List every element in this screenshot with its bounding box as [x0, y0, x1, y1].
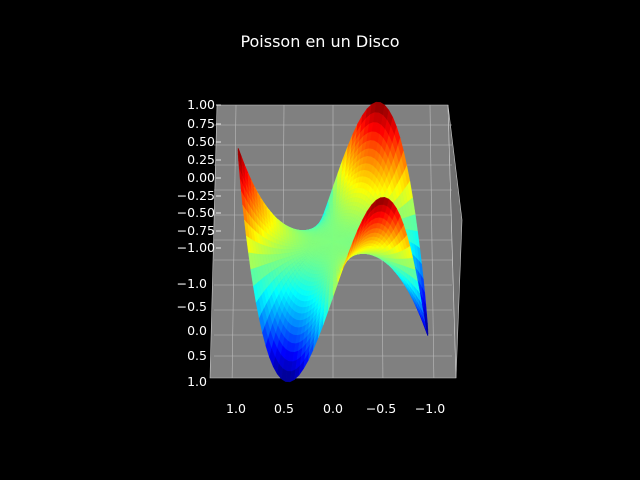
- y-tick-label: 1.0: [187, 374, 207, 389]
- x-tick-label: −1.0: [415, 401, 445, 416]
- y-tick-label: −1.0: [177, 276, 207, 291]
- x-tick-label: 1.0: [226, 401, 246, 416]
- y-tick-label: 0.0: [187, 323, 207, 338]
- z-tick-label: −0.25: [177, 188, 215, 203]
- y-tick-label: −0.5: [177, 299, 207, 314]
- side-pane: [447, 104, 463, 379]
- x-tick-label: −0.5: [366, 401, 396, 416]
- surface-facet: [327, 295, 334, 312]
- x-tick-label: 0.5: [274, 401, 294, 416]
- z-tick-label: 0.25: [187, 152, 215, 167]
- z-tick-label: 0.75: [187, 116, 215, 131]
- z-tick-label: −0.50: [177, 205, 215, 220]
- grid-line-x: [231, 104, 237, 379]
- z-tick-label: 1.00: [187, 97, 215, 112]
- x-tick-label: 0.0: [323, 401, 343, 416]
- z-tick-label: −0.75: [177, 223, 215, 238]
- y-tick-label: 0.5: [187, 348, 207, 363]
- z-tick-label: −1.00: [177, 240, 215, 255]
- axes: 1.000.750.500.250.00−0.25−0.50−0.75−1.00…: [177, 97, 446, 416]
- surface-facet: [332, 245, 334, 248]
- surface-facet: [332, 247, 334, 250]
- surface-mesh: [237, 101, 429, 383]
- chart-title: Poisson en un Disco: [240, 32, 400, 51]
- grid-line-x: [429, 104, 435, 379]
- z-tick-label: 0.00: [187, 170, 215, 185]
- z-tick-label: 0.50: [187, 134, 215, 149]
